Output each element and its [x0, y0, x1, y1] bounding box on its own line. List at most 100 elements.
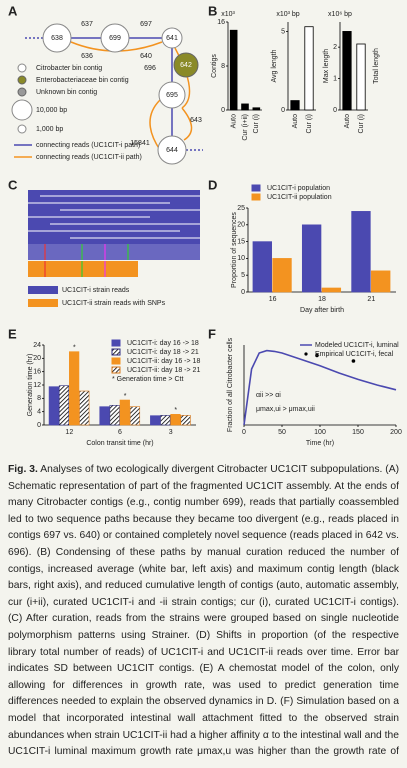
bar	[252, 107, 261, 111]
legend-text: UC1CIT-ii population	[267, 194, 332, 201]
y-tick-label: 5	[241, 272, 245, 279]
legend-swatch	[251, 193, 261, 201]
bar	[170, 414, 181, 426]
bar	[342, 31, 352, 111]
bar	[241, 103, 249, 111]
x-tick-label: 16	[269, 296, 277, 303]
bar	[119, 399, 130, 426]
bar	[180, 415, 191, 426]
legend-marker	[304, 352, 308, 356]
bar	[229, 29, 238, 111]
y-unit: x10⁶ bp	[328, 11, 352, 18]
figure: A B C D E F 638 699 641 642 695 644 637 …	[8, 3, 402, 446]
bar	[301, 224, 322, 293]
legend-text: Modeled UC1CIT-i, luminal	[315, 342, 399, 349]
edge-label: 637	[81, 21, 93, 28]
bar	[321, 287, 342, 293]
x-tick-label: 6	[118, 429, 122, 436]
y-tick-label: 0	[221, 107, 225, 114]
x-tick-label: 50	[278, 429, 286, 436]
annotation: αii >> αi	[256, 392, 281, 399]
read-alignment	[28, 190, 200, 307]
x-tick-label: 18	[318, 296, 326, 303]
bar	[252, 241, 272, 293]
y-tick-label: 8	[221, 63, 225, 70]
y-tick-label: 2	[333, 44, 337, 51]
edge-label: 696	[144, 65, 156, 72]
legend-swatch	[111, 339, 121, 347]
bar	[99, 406, 110, 426]
legend-text: UC1CIT-ii strain reads with SNPs	[62, 300, 166, 307]
x-tick-label: Cur (i)	[358, 114, 365, 133]
node-label: 642	[180, 62, 192, 69]
legend-text: UC1CIT-ii: day 16 -> 18	[127, 358, 200, 365]
y-axis-label: Contigs	[211, 54, 218, 78]
legend-text: 10,000 bp	[36, 107, 67, 114]
y-axis-label: Max length	[323, 49, 330, 83]
node-label: 638	[51, 35, 63, 42]
panel-letter: F	[208, 326, 216, 341]
line	[243, 349, 397, 426]
bar	[79, 390, 90, 426]
y-unit: x10³ bp	[276, 11, 299, 18]
x-tick-label: Cur (i)	[306, 114, 313, 133]
caption-label: Fig. 3.	[8, 464, 38, 475]
bar	[160, 415, 171, 426]
x-tick-label: Auto	[344, 114, 351, 129]
legend-text: Citrobacter bin contig	[36, 65, 102, 72]
bar	[109, 405, 120, 426]
legend-swatch	[251, 184, 261, 192]
legend-swatch	[111, 357, 121, 365]
x-tick-label: 21	[367, 296, 375, 303]
star: *	[124, 393, 127, 400]
y-axis-label: Proportion of sequences	[231, 212, 238, 288]
legend-swatch	[111, 366, 121, 374]
y-tick-label: 1	[333, 75, 337, 82]
bar	[371, 270, 391, 293]
node-label: 644	[166, 147, 178, 154]
edge-label: 697	[140, 21, 152, 28]
node-label: 699	[109, 35, 121, 42]
y-tick-label: 24	[33, 342, 41, 349]
legend-text: connecting reads (UC1CIT-i path)	[36, 142, 140, 149]
bar	[290, 100, 300, 111]
bar	[58, 385, 70, 426]
y-tick-label: 0	[241, 289, 245, 296]
x-tick-label: Cur (i)	[253, 114, 260, 133]
assembly-graph	[11, 23, 203, 165]
legend-text: * Generation time > Ctt	[112, 376, 183, 383]
x-tick-label: 100	[314, 429, 326, 436]
legend-text: UC1CIT-i strain reads	[62, 287, 130, 294]
bar	[272, 258, 292, 293]
bar	[356, 43, 366, 111]
legend-text: Enterobacteriaceae bin contig	[36, 77, 129, 84]
y-tick-label: 15	[237, 238, 245, 245]
node-label: 695	[166, 92, 178, 99]
x-tick-label: 200	[390, 429, 402, 436]
edge-label: 640	[140, 53, 152, 60]
panel-letter: C	[8, 177, 18, 192]
x-tick-label: Auto	[292, 114, 299, 129]
y-axis-label: Generation time (hr)	[27, 354, 34, 417]
x-tick-label: Cur (i+ii)	[242, 114, 249, 141]
y-tick-label: 4	[37, 409, 41, 416]
x-tick-label: 3	[169, 429, 173, 436]
bar	[129, 406, 141, 426]
y-tick-label: 8	[37, 395, 41, 402]
legend-text: Unknown bin contig	[36, 89, 97, 96]
y-tick-label: 10	[237, 255, 245, 262]
bar	[351, 211, 371, 293]
bar	[150, 415, 161, 426]
edge-label: 643	[190, 117, 202, 124]
bar	[69, 351, 80, 426]
legend-text: UC1CIT-i: day 18 -> 21	[127, 349, 199, 356]
y-tick-label: 16	[217, 19, 225, 26]
y-tick-label: 16	[33, 369, 41, 376]
y2-axis-label: Total length	[373, 48, 380, 84]
edge-label: 636	[81, 53, 93, 60]
legend-swatch	[111, 348, 121, 356]
y-tick-label: 20	[237, 222, 245, 229]
y-axis-label: Avg length	[271, 49, 278, 82]
legend-text: Empirical UC1CIT-i, fecal	[315, 351, 394, 358]
